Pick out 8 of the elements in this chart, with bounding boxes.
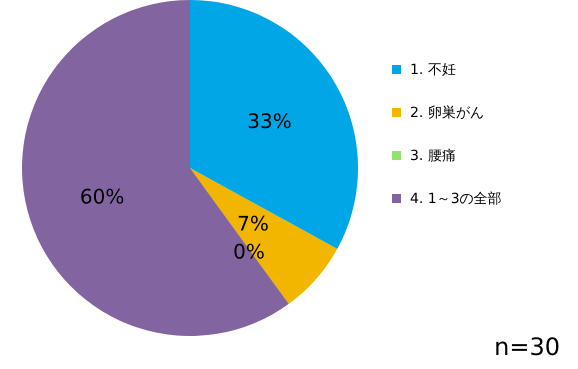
legend-label: 3. 腰痛 bbox=[410, 148, 456, 164]
data-label: 7% bbox=[237, 212, 269, 236]
legend-label: 4. 1～3の全部 bbox=[410, 191, 502, 207]
data-label: 60% bbox=[80, 184, 124, 209]
legend-label: 2. 卵巣がん bbox=[410, 105, 484, 121]
data-label: 33% bbox=[247, 108, 292, 133]
text: n=30 bbox=[494, 333, 560, 361]
legend-label: 1. 不妊 bbox=[410, 62, 456, 78]
